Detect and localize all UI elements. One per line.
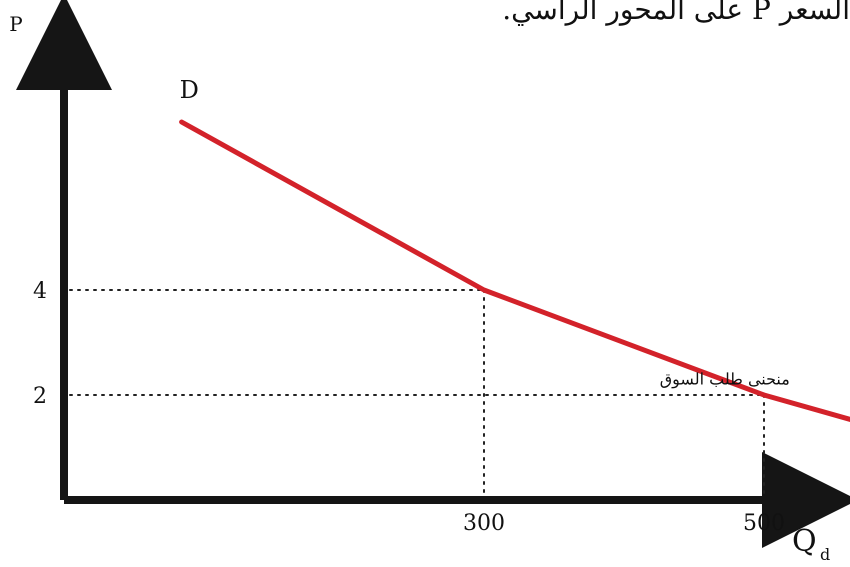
caption-text: السعر P على المحور الرأسي. bbox=[490, 0, 850, 40]
curve-layer bbox=[179, 119, 850, 422]
y-tick-label-4: 4 bbox=[33, 279, 47, 304]
guide-layer bbox=[69, 289, 765, 497]
x-axis-label: Q bbox=[792, 524, 817, 559]
series-label: منحنى طلب السوق bbox=[660, 370, 790, 389]
demand-curve bbox=[179, 119, 850, 422]
curve-start-label: D bbox=[180, 76, 199, 104]
y-tick-label-2: 2 bbox=[33, 384, 47, 409]
x-tick-label-300: 300 bbox=[463, 511, 505, 536]
y-axis-label: P bbox=[9, 12, 22, 36]
caption-label: السعر P على المحور الرأسي. bbox=[502, 0, 850, 26]
x-axis-subscript: d bbox=[820, 545, 830, 564]
axes-layer bbox=[15, 0, 850, 548]
x-tick-label-500: 500 bbox=[743, 511, 785, 536]
